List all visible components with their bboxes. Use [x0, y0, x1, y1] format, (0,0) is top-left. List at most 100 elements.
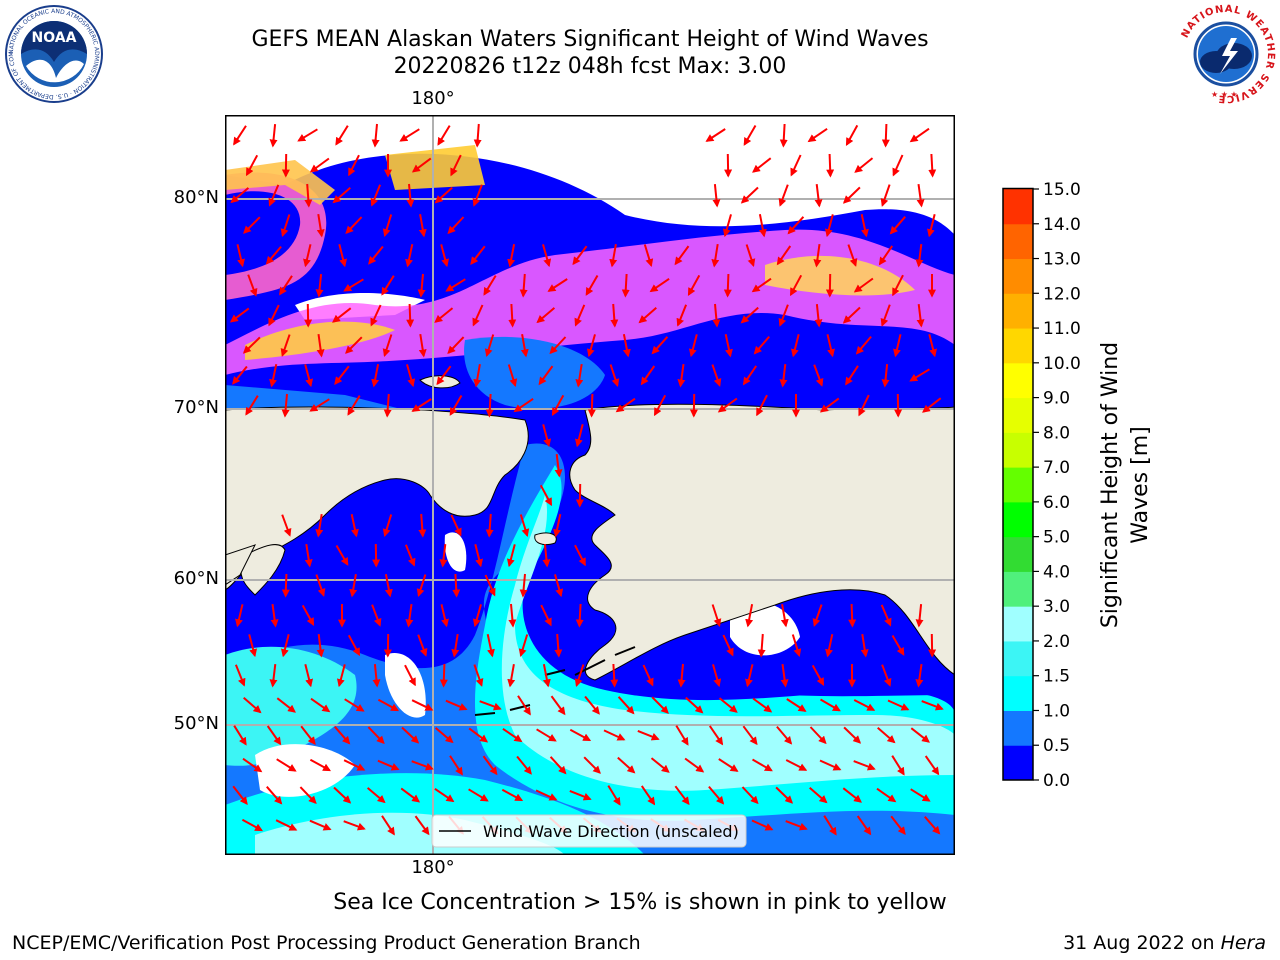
colorbar-segment [1003, 606, 1033, 642]
wave-direction-arrow [234, 664, 246, 687]
wave-direction-arrow [842, 186, 861, 204]
wave-direction-arrow [280, 634, 290, 658]
colorbar-tick-label: 7.0 [1043, 458, 1070, 478]
wave-direction-arrow [243, 216, 261, 234]
wave-direction-arrow [610, 663, 619, 688]
wave-direction-arrow [440, 604, 449, 628]
colorbar-tick-label: 2.0 [1043, 632, 1070, 652]
wave-direction-arrow [603, 729, 626, 741]
wave-direction-arrow [880, 604, 892, 627]
wave-direction-arrow [232, 785, 248, 805]
wave-direction-arrow [549, 336, 567, 355]
wave-direction-arrow [722, 214, 732, 238]
wave-direction-arrow [334, 365, 350, 385]
wave-direction-arrow [551, 394, 565, 417]
colorbar-title: Significant Height of Wind Waves [m] [1098, 341, 1153, 629]
wave-direction-arrow [406, 303, 415, 328]
wave-direction-arrow [516, 755, 532, 775]
wave-direction-arrow [247, 274, 258, 297]
wave-direction-arrow [812, 604, 823, 627]
wave-direction-arrow [417, 273, 426, 298]
wave-direction-arrow [235, 604, 244, 628]
wave-direction-arrow [268, 304, 280, 327]
wave-direction-arrow [910, 788, 931, 802]
wave-direction-arrow [404, 544, 416, 567]
wave-direction-arrow [575, 603, 584, 628]
wave-direction-arrow [718, 697, 738, 713]
colorbar-tick-label: 1.5 [1043, 667, 1070, 687]
wave-direction-arrow [814, 183, 823, 208]
wave-direction-arrow [743, 124, 757, 146]
wave-direction-arrow [574, 424, 584, 448]
wave-direction-arrow [482, 755, 498, 776]
wave-direction-arrow [269, 123, 278, 148]
wave-direction-arrow [399, 128, 420, 142]
wave-direction-arrow [887, 699, 910, 711]
wave-direction-arrow [248, 634, 258, 658]
wave-direction-arrow [921, 700, 944, 711]
wave-direction-arrow [854, 157, 874, 173]
wave-direction-arrow [892, 274, 904, 297]
wave-direction-arrow [779, 363, 788, 388]
colorbar-segment [1003, 536, 1033, 572]
wave-direction-arrow [587, 393, 596, 418]
wave-direction-arrow [468, 788, 489, 802]
wave-direction-arrow [753, 336, 770, 355]
wave-direction-arrow [371, 604, 382, 627]
wave-direction-arrow [449, 755, 463, 776]
wave-direction-arrow [347, 395, 361, 416]
wave-direction-arrow [825, 633, 834, 658]
wave-direction-arrow [880, 304, 891, 327]
wave-direction-arrow [890, 815, 906, 835]
wave-direction-arrow [241, 818, 264, 832]
colorbar-segment [1003, 432, 1033, 468]
wave-direction-arrow [924, 755, 940, 776]
wave-direction-arrow [550, 695, 566, 716]
wave-direction-arrow [845, 124, 859, 147]
wave-direction-arrow [447, 336, 465, 355]
wave-direction-arrow [276, 758, 297, 772]
wave-direction-arrow [855, 335, 872, 355]
wave-direction-arrow [574, 544, 586, 567]
wave-direction-arrow [270, 603, 279, 628]
wave-direction-arrow [575, 363, 584, 388]
wave-direction-arrow [723, 273, 732, 298]
wave-direction-arrow [520, 334, 529, 358]
wave-direction-arrow [819, 397, 840, 413]
wave-direction-arrow [418, 214, 427, 238]
wave-direction-arrow [740, 186, 759, 204]
wave-direction-arrow [878, 245, 894, 266]
wave-direction-arrow [740, 306, 759, 324]
wave-direction-arrow [554, 633, 563, 658]
wave-direction-arrow [502, 727, 523, 743]
wave-direction-arrow [372, 663, 381, 688]
colorbar-tick-label: 6.0 [1043, 493, 1070, 513]
wave-direction-arrow [507, 364, 518, 388]
wave-direction-arrow [316, 213, 325, 238]
wave-direction-arrow [549, 756, 567, 775]
wave-direction-arrow [780, 663, 789, 688]
wave-direction-arrow [572, 245, 588, 266]
wave-direction-arrow [519, 514, 530, 538]
colorbar-segment [1003, 640, 1033, 677]
wave-direction-arrow [245, 395, 259, 416]
wave-direction-arrow [501, 788, 524, 802]
wave-direction-arrow [542, 664, 551, 688]
wave-direction-arrow [791, 634, 802, 658]
wave-direction-arrow [637, 729, 660, 741]
wave-direction-arrow [711, 604, 722, 628]
wave-direction-arrow [741, 786, 759, 805]
colorbar-tick-label: 0.5 [1043, 736, 1070, 756]
wave-direction-arrow [775, 786, 794, 804]
wave-direction-arrow [915, 663, 924, 688]
wave-direction-arrow [451, 633, 460, 658]
wave-direction-arrow [483, 275, 497, 296]
wave-direction-arrow [245, 154, 259, 177]
wave-direction-arrow [485, 513, 494, 538]
wave-direction-arrow [281, 573, 290, 598]
wave-direction-arrow [384, 574, 393, 598]
wave-direction-arrow [371, 364, 380, 388]
wave-direction-arrow [547, 278, 568, 292]
map-frame [225, 115, 955, 855]
wave-direction-arrow [609, 364, 620, 388]
